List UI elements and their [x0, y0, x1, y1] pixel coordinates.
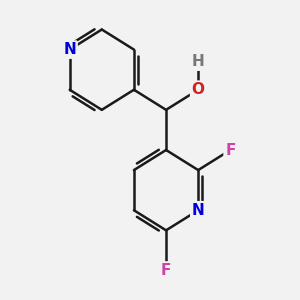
- Text: F: F: [225, 142, 236, 158]
- Text: O: O: [192, 82, 205, 97]
- Text: N: N: [192, 203, 205, 218]
- Text: N: N: [63, 42, 76, 57]
- Text: F: F: [161, 263, 171, 278]
- Text: H: H: [192, 54, 205, 69]
